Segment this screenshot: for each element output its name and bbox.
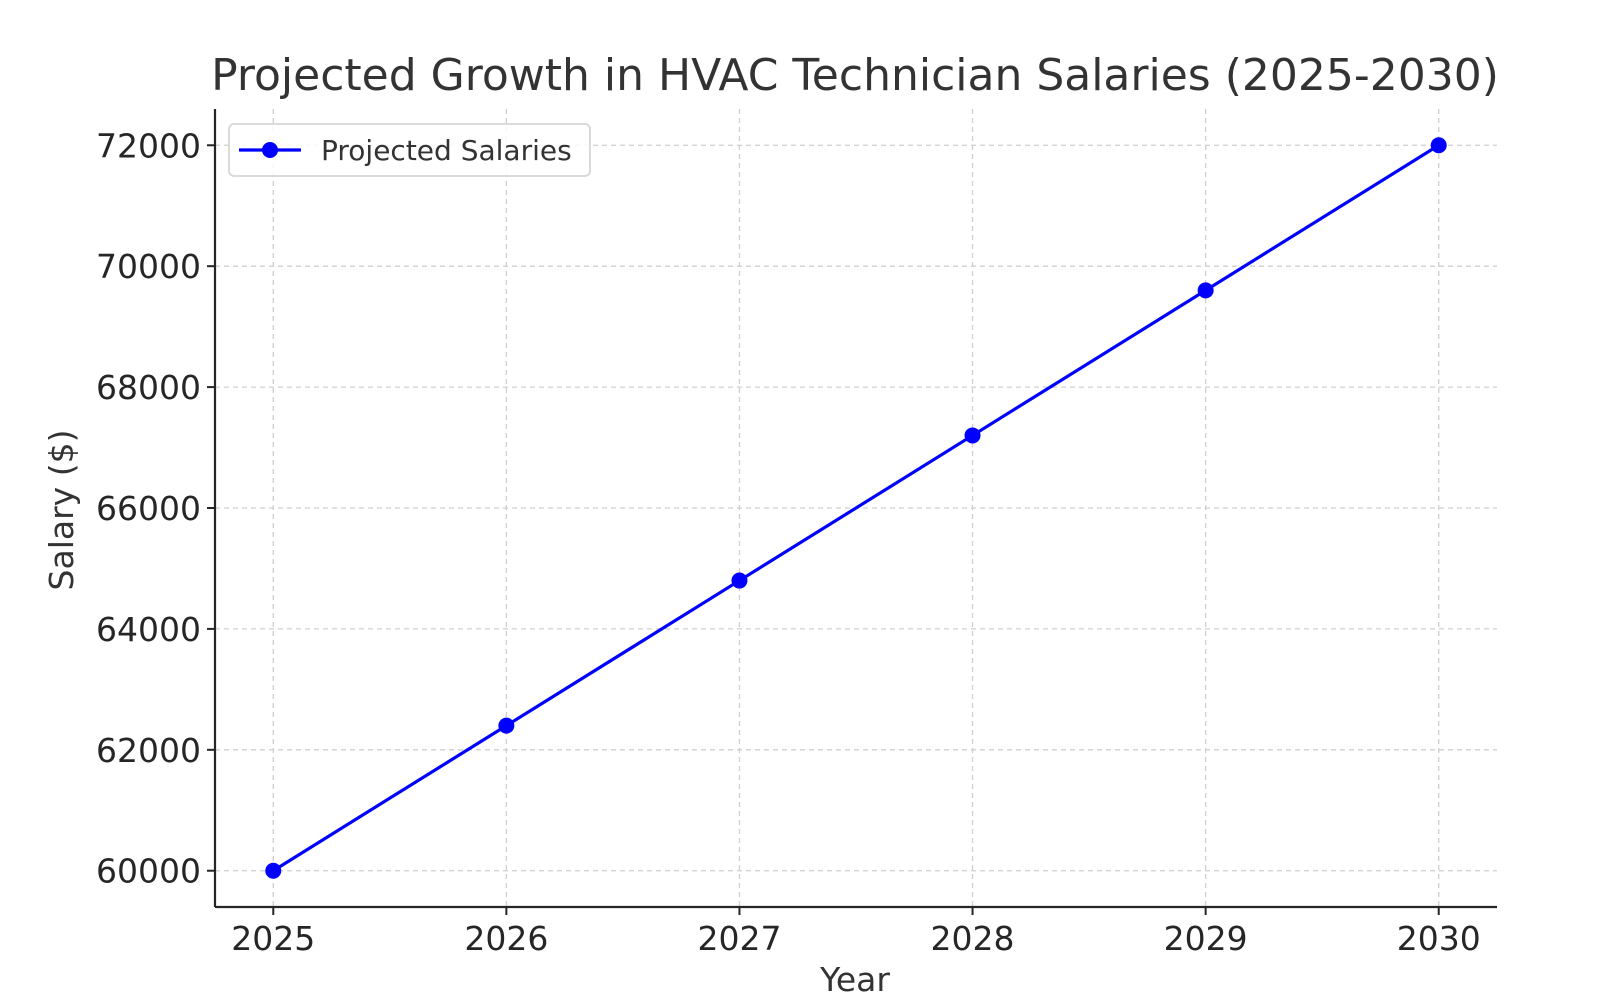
chart-title: Projected Growth in HVAC Technician Sala… (211, 50, 1499, 101)
y-tick-label: 68000 (96, 368, 201, 407)
x-tick-label: 2030 (1397, 919, 1481, 958)
data-point-marker (1430, 137, 1447, 154)
y-tick-label: 64000 (96, 610, 201, 649)
data-point-marker (964, 427, 981, 444)
data-point-marker (731, 572, 748, 589)
y-tick-label: 60000 (96, 852, 201, 891)
plot-series (265, 137, 1447, 879)
legend-box (228, 123, 591, 177)
x-axis-label: Year (819, 960, 890, 999)
data-point-marker (265, 862, 282, 879)
y-axis-label: Salary ($) (42, 430, 81, 591)
legend-label: Projected Salaries (321, 134, 572, 167)
y-tick-label: 62000 (96, 731, 201, 770)
y-tick-label: 66000 (96, 489, 201, 528)
legend: Projected Salaries (228, 123, 591, 177)
y-tick-label: 70000 (96, 247, 201, 286)
y-tick-label: 72000 (96, 126, 201, 165)
data-point-marker (498, 717, 515, 734)
series-line (271, 143, 1441, 873)
x-tick-label: 2028 (931, 919, 1015, 958)
axes: 2025 2026 2027 2028 2029 2030 60000 62000 64000 6… (96, 109, 1497, 958)
x-tick-label: 2029 (1164, 919, 1248, 958)
legend-marker-swatch (262, 142, 278, 158)
x-tick-label: 2026 (464, 919, 548, 958)
x-tick-label: 2025 (231, 919, 315, 958)
x-tick-label: 2027 (697, 919, 781, 958)
data-point-marker (1197, 282, 1214, 299)
